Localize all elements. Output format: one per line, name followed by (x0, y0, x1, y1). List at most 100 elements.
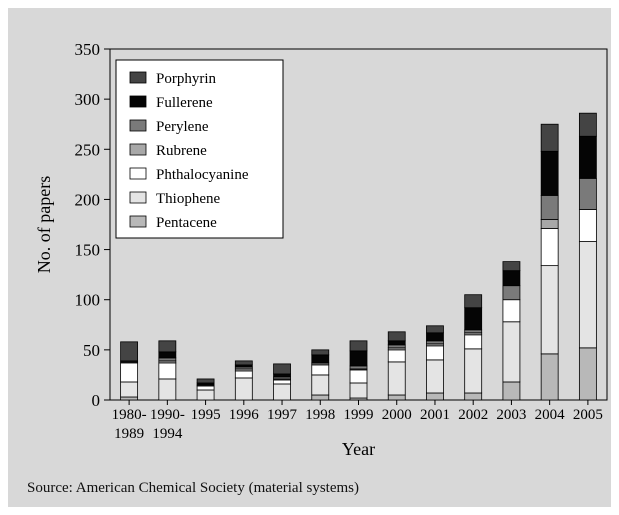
legend-label: Fullerene (156, 95, 213, 111)
bar-segment (464, 392, 483, 401)
bar-segment (502, 270, 521, 287)
y-tick-label: 200 (75, 190, 101, 209)
bar-segment (502, 381, 521, 401)
x-tick-label: 1989 (114, 426, 144, 442)
bar-segment (540, 265, 559, 355)
bar-segment (273, 373, 291, 378)
y-tick-label: 350 (75, 40, 101, 59)
bar-segment (464, 307, 483, 331)
x-tick-label: 1994 (152, 426, 183, 442)
x-axis-label: Year (342, 439, 375, 459)
legend-swatch (129, 119, 147, 132)
bar-segment (578, 347, 597, 401)
x-tick-label: 1997 (267, 407, 298, 423)
bar-segment (578, 209, 597, 242)
bar-segment (426, 332, 444, 342)
bar-segment (464, 294, 483, 309)
bar-segment (426, 340, 444, 345)
bar-segment (120, 396, 139, 401)
legend-label: Perylene (156, 119, 209, 135)
bar-segment (158, 378, 177, 401)
bar-segment (387, 361, 406, 396)
bar-segment (158, 357, 177, 362)
bar-segment (120, 362, 139, 383)
bar-segment (540, 195, 559, 220)
bar-segment (311, 394, 330, 401)
bar-segment (273, 383, 291, 401)
bar-segment (311, 349, 330, 356)
bar-segment (234, 360, 253, 366)
bar-segment (158, 362, 177, 380)
chart-panel (8, 8, 611, 507)
legend-swatch (129, 71, 147, 84)
bar-segment (502, 261, 521, 272)
bar-segment (540, 219, 559, 229)
bar-segment (426, 392, 444, 401)
bar-segment (502, 321, 521, 383)
x-tick-label: 2001 (420, 407, 450, 423)
bar-segment (540, 150, 559, 196)
y-tick-label: 300 (75, 90, 101, 109)
x-tick-label: 1990- (150, 407, 185, 423)
x-tick-label: 2004 (535, 407, 566, 423)
bar-segment (158, 340, 177, 353)
x-tick-label: 1996 (229, 407, 260, 423)
bar-segment (196, 378, 215, 384)
y-tick-label: 250 (75, 140, 101, 159)
y-tick-label: 100 (75, 291, 101, 310)
bar-segment (502, 285, 521, 301)
bar-segment (120, 341, 139, 362)
y-tick-label: 0 (92, 391, 101, 410)
bar-segment (387, 349, 406, 363)
bar-segment (540, 353, 559, 401)
bar-segment (196, 389, 215, 401)
bar-segment (387, 340, 406, 346)
bar-segment (273, 379, 291, 385)
y-tick-label: 50 (83, 341, 100, 360)
x-tick-label: 1980- (112, 407, 147, 423)
legend-label: Pentacene (156, 215, 217, 231)
bar-segment (502, 299, 521, 323)
bar-segment (578, 177, 597, 210)
bar-segment (578, 112, 597, 137)
bar-segment (349, 350, 368, 367)
bar-segment (311, 354, 330, 364)
bar-segment (311, 364, 330, 376)
bar-segment (311, 374, 330, 396)
bar-segment (349, 369, 368, 384)
bar-segment (426, 345, 444, 361)
bar-segment (349, 340, 368, 352)
bar-segment (578, 241, 597, 349)
bar-segment (234, 377, 253, 401)
bar-segment (464, 348, 483, 394)
x-tick-label: 2002 (458, 407, 488, 423)
legend-label: Thiophene (156, 191, 220, 207)
bar-segment (578, 135, 597, 179)
bar-segment (426, 359, 444, 394)
y-tick-label: 150 (75, 241, 101, 260)
bar-segment (387, 344, 406, 349)
legend-swatch (129, 215, 147, 228)
bar-segment (273, 363, 291, 375)
bar-segment (464, 334, 483, 350)
source-note: Source: American Chemical Society (mater… (27, 480, 359, 496)
x-tick-label: 2005 (573, 407, 603, 423)
legend-label: Rubrene (156, 143, 207, 159)
bar-segment (540, 123, 559, 152)
x-tick-label: 1999 (344, 407, 374, 423)
legend-swatch (129, 167, 147, 180)
bar-segment (387, 394, 406, 401)
bar-segment (387, 331, 406, 342)
x-tick-label: 1998 (305, 407, 335, 423)
bar-segment (464, 329, 483, 334)
bar-segment (426, 325, 444, 334)
bar-segment (349, 382, 368, 399)
legend-label: Phthalocyanine (156, 167, 249, 183)
legend-swatch (129, 95, 147, 108)
x-tick-label: 2003 (496, 407, 526, 423)
x-tick-label: 2000 (382, 407, 412, 423)
x-tick-label: 1995 (191, 407, 221, 423)
bar-segment (540, 228, 559, 267)
bar-segment (158, 351, 177, 359)
